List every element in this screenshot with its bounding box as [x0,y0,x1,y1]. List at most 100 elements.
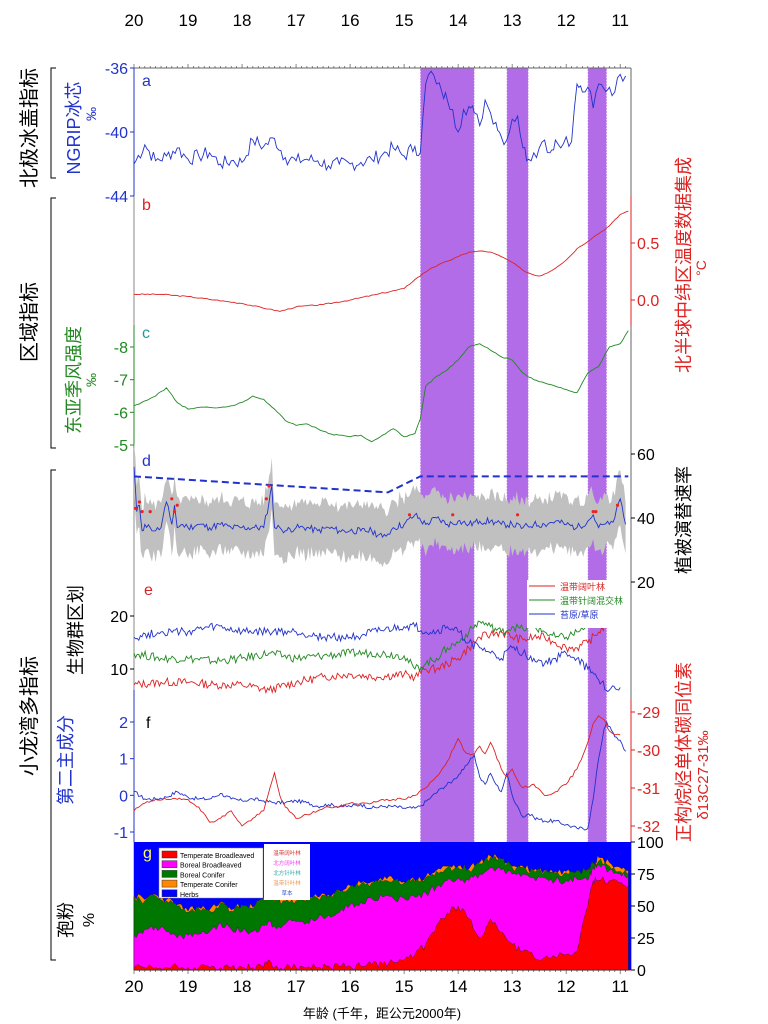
legend-g-swatch [161,850,178,859]
x-tick-label: 19 [179,977,198,996]
y-tick-label: 10 [110,662,128,679]
y-tick-label: -36 [105,61,128,78]
x-tick-label: 11 [611,977,629,996]
legend-g-cn-label: 温带阔叶林 [273,849,301,857]
significant-point [407,513,412,517]
group-bracket-2 [50,469,56,961]
series-line-biome-2 [133,621,621,693]
y-tick-label: 20 [637,575,655,592]
legend-g-label: Temperate Broadleaved [180,853,254,860]
legend-e-box [527,580,622,628]
panel-letter-d: d [142,453,151,470]
legend-g-swatch [161,860,178,868]
y-tick-label: -40 [105,125,128,142]
ylabel-d: 植被演替速率 [674,466,694,574]
series-line-biome-0 [133,610,621,695]
y-tick-label: -31 [637,781,660,798]
x-tick-label: 17 [287,11,306,30]
yunit-a: ‰ [83,107,99,121]
significant-point [264,497,268,501]
x-tick-label: 20 [125,11,144,30]
yunit-c: ‰ [83,373,99,387]
x-tick-label: 13 [503,11,522,30]
ylabel-g: 孢粉 [56,902,76,938]
group-label-regional: 区域指标 [18,282,41,362]
significant-point [140,510,144,514]
group-label-arctic: 北极冰盖指标 [18,68,41,188]
legend-g-label: Boreal Conifer [180,872,225,879]
ylabel-f2: 正构烷烃单体碳同位素 [674,662,694,842]
y-axis-c: -8 -7 -6 -5 [114,340,134,455]
y-tick-label: 60 [637,447,655,464]
series-line-d13c [133,715,621,827]
y-tick-label: 75 [637,867,655,884]
y-tick-label: -6 [114,405,128,422]
area-temperate-broadleaved [133,876,629,971]
ylabel-c: 东亚季风强度 [64,326,84,434]
group-label-xiaolongwan: 小龙湾多指标 [18,656,41,776]
legend-g-cn-label: 草本 [281,889,293,897]
x-tick-label: 13 [503,977,522,996]
y-tick-label: 50 [637,899,655,916]
x-tick-label: 12 [557,11,576,30]
x-tick-label: 18 [233,11,252,30]
y-axis-d: 20 40 60 [631,447,655,592]
uncertainty-band [134,442,626,568]
panel-letter-c: c [142,325,150,342]
legend-e-label: 苔原/草原 [560,609,599,620]
y-tick-label: 20 [110,609,128,626]
x-tick-label: 17 [287,977,306,996]
y-tick-label: 25 [637,931,655,948]
significant-point [515,513,520,517]
x-tick-label: 12 [557,977,576,996]
legend-g-cn-label: 北方阔叶林 [273,859,301,867]
y-tick-label: -1 [114,825,128,842]
legend-g-swatch [161,879,178,888]
group-bracket-1 [50,197,56,449]
y-tick-label: -8 [114,340,128,357]
y-tick-label: 0.0 [637,293,659,310]
x-tick-label: 16 [341,11,360,30]
significant-point [170,497,174,501]
legend-g-swatch [161,889,178,898]
y-tick-label: -44 [105,189,128,206]
x-tick-label: 20 [125,977,144,996]
significant-point [137,500,142,504]
significant-point [172,510,177,514]
significant-point [267,484,271,488]
legend-g: Temperate Broadleaved Boreal Broadleaved B… [158,844,310,900]
y-tick-label: 0 [119,788,128,805]
legend-g-cn-label: 温带针叶林 [273,879,301,887]
legend-g-cn-label: 北方针叶林 [273,869,301,877]
panel-letter-e: e [144,582,153,599]
series-line-monsoon [133,330,629,443]
ylabel-b: 北半球中纬区温度数据集成 [674,157,694,373]
shaded-interval-2 [587,68,607,842]
y-axis-e: 10 20 [110,609,134,679]
significant-point [591,510,595,514]
shaded-intervals [419,68,608,842]
x-axis-bottom: 20 19 18 17 16 15 14 13 12 11 [125,969,631,996]
y-tick-label: 0 [637,963,646,980]
y-axis-a: -36 -40 -44 [105,61,134,206]
series-line-pc2 [133,720,626,831]
x-axis-top: 20 19 18 17 16 15 14 13 12 11 [125,11,631,69]
legend-e-label: 温带针阔混交林 [560,595,623,606]
legend-g-label: Boreal Broadleaved [180,863,242,870]
significant-point [148,510,152,514]
legend-g-label: Temperate Conifer [180,882,238,889]
significant-point [594,510,598,514]
x-axis-title: 年龄 (千年，距公元2000年) [303,1006,461,1021]
y-tick-label: -7 [114,373,128,390]
shaded-interval-1 [506,68,529,842]
y-tick-label: -5 [114,438,128,455]
series-line-ngrip [133,70,626,172]
y-tick-label: 40 [637,511,655,528]
y-tick-label: 0.5 [637,236,659,253]
y-tick-label: 100 [637,835,664,852]
y-tick-label: -32 [637,819,660,836]
series-line-nh-temperature [133,210,629,312]
panel-letter-b: b [142,197,151,214]
